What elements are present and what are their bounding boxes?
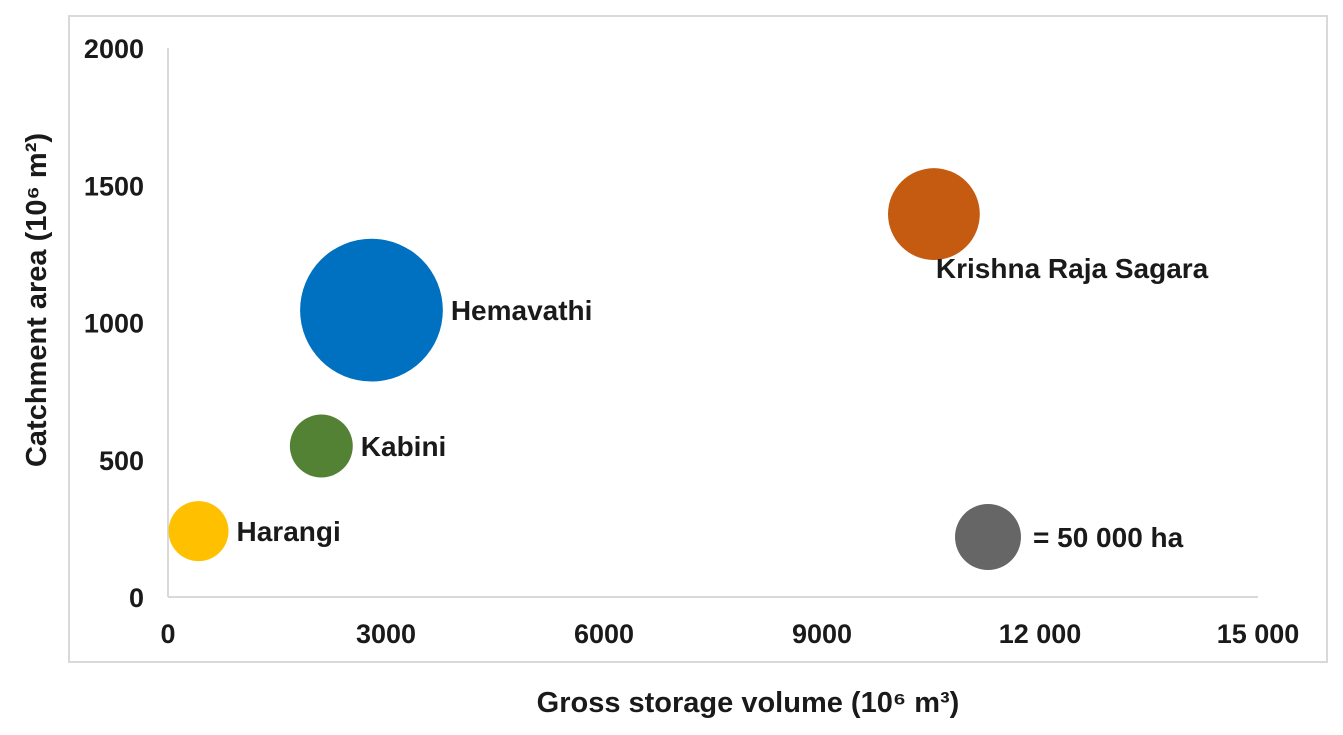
x-tick-label: 12 000 — [999, 619, 1082, 649]
x-axis-title: Gross storage volume (10⁶ m³) — [537, 687, 960, 719]
bubble — [289, 414, 353, 478]
bubble — [300, 238, 443, 382]
y-tick-label: 0 — [129, 583, 144, 613]
y-tick-label: 2000 — [84, 34, 144, 64]
legend: = 50 000 ha — [955, 504, 1184, 570]
bubble — [888, 168, 980, 260]
bubble-label: Hemavathi — [451, 295, 593, 326]
x-tick-label: 3000 — [356, 619, 416, 649]
legend-reference-bubble — [955, 504, 1021, 570]
bubbles — [168, 168, 980, 562]
bubble-label: Krishna Raja Sagara — [936, 253, 1209, 284]
x-tick-label: 15 000 — [1217, 619, 1300, 649]
bubble-label: Harangi — [237, 516, 341, 547]
bubble-label: Kabini — [361, 431, 447, 462]
legend-label: = 50 000 ha — [1033, 522, 1184, 553]
bubble-labels: Harangi Kabini Hemavathi Krishna Raja Sagar… — [237, 253, 1209, 547]
y-tick-label: 500 — [99, 446, 144, 476]
x-tick-label: 6000 — [574, 619, 634, 649]
y-axis-title: Catchment area (10⁶ m²) — [21, 133, 53, 467]
x-tick-label: 0 — [160, 619, 175, 649]
y-tick-labels: 0 500 1000 1500 2000 — [84, 34, 144, 613]
x-tick-label: 9000 — [792, 619, 852, 649]
y-tick-label: 1500 — [84, 171, 144, 201]
axes — [167, 48, 1258, 598]
x-tick-labels: 0 3000 6000 9000 12 000 15 000 — [160, 619, 1299, 649]
bubble — [168, 501, 229, 562]
y-tick-label: 1000 — [84, 309, 144, 339]
chart-frame — [68, 15, 1328, 663]
